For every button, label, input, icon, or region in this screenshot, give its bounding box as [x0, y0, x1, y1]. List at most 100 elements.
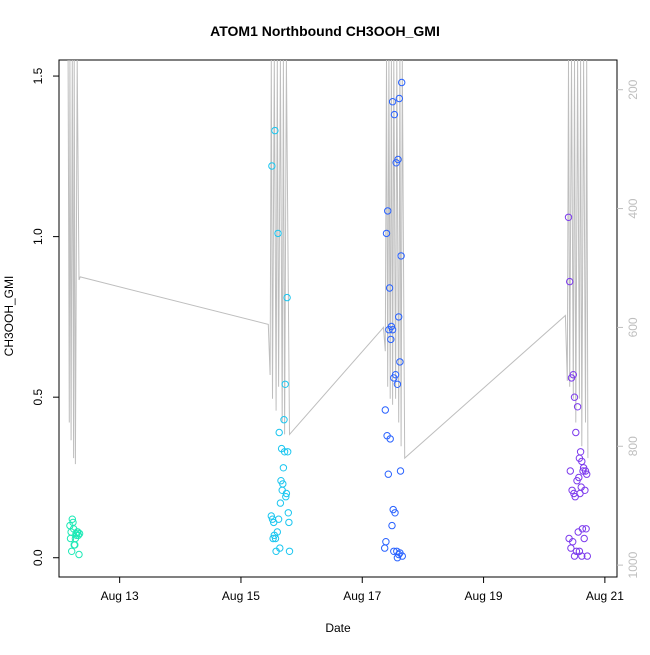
data-point	[274, 229, 282, 238]
data-point	[578, 552, 586, 560]
data-point	[395, 313, 403, 321]
plot-frame	[58, 59, 618, 578]
data-point	[381, 406, 389, 414]
data-point	[570, 552, 579, 560]
altitude-trace-line	[67, 59, 589, 465]
data-point	[578, 525, 587, 533]
data-point	[564, 213, 573, 222]
data-point	[566, 467, 574, 475]
data-point	[569, 371, 577, 379]
data-point	[280, 416, 288, 424]
data-point	[582, 525, 590, 533]
data-point	[581, 467, 590, 475]
data-point	[396, 467, 405, 475]
data-point	[273, 528, 281, 536]
data-point	[386, 435, 394, 443]
data-point	[66, 534, 75, 543]
data-point	[583, 552, 591, 560]
data-point	[388, 98, 397, 106]
x-axis-label: Date	[325, 621, 351, 635]
data-point	[391, 371, 400, 379]
y-tick-label: 0.0	[31, 549, 45, 566]
right-tick-label: 200	[626, 79, 640, 99]
data-point	[572, 428, 580, 437]
data-point	[68, 547, 76, 555]
data-point	[279, 480, 287, 488]
points-layer	[66, 78, 591, 562]
data-point	[284, 509, 292, 517]
data-point	[275, 428, 283, 437]
right-axis: 200 400 600 800 1000	[617, 79, 640, 578]
data-point	[285, 518, 293, 527]
data-point	[276, 499, 285, 507]
data-point	[284, 448, 292, 456]
data-point	[282, 489, 291, 498]
data-point	[74, 528, 82, 536]
y-tick-label: 0.5	[31, 389, 45, 406]
y-tick-label: 1.5	[31, 67, 45, 84]
chart-title: ATOM1 Northbound CH3OOH_GMI	[210, 23, 440, 39]
y-axis: 0.0 0.5 1.0 1.5	[31, 67, 59, 566]
data-point	[396, 358, 404, 366]
data-point	[267, 512, 275, 520]
data-point	[283, 293, 291, 302]
data-point	[68, 515, 77, 523]
data-point	[71, 541, 79, 549]
data-point	[269, 534, 277, 543]
data-point	[579, 467, 587, 475]
y-tick-label: 1.0	[31, 228, 45, 245]
data-point	[581, 486, 589, 494]
data-point	[276, 544, 284, 552]
data-point	[398, 78, 406, 87]
data-point	[279, 464, 288, 472]
data-point	[277, 444, 286, 453]
data-point	[382, 538, 390, 546]
altitude-trace-layer	[67, 59, 589, 465]
data-point	[569, 538, 577, 546]
data-point	[271, 534, 280, 543]
x-tick-label: Aug 15	[222, 589, 260, 603]
data-point	[395, 94, 403, 103]
data-point	[576, 448, 585, 456]
data-point	[384, 470, 392, 478]
x-tick-label: Aug 21	[586, 589, 624, 603]
data-point	[574, 528, 582, 536]
data-point	[282, 493, 290, 501]
data-point	[271, 126, 279, 135]
x-tick-label: Aug 13	[101, 589, 139, 603]
data-point	[387, 335, 395, 344]
data-point	[384, 207, 392, 215]
data-point	[382, 229, 391, 238]
data-point	[75, 529, 84, 538]
data-point	[575, 473, 583, 482]
data-point	[274, 515, 283, 523]
data-point	[394, 155, 402, 164]
data-point	[572, 547, 581, 555]
data-point	[385, 284, 394, 292]
data-point	[391, 509, 399, 517]
data-point	[566, 277, 574, 286]
data-point	[397, 252, 405, 260]
data-point	[281, 380, 289, 388]
data-point	[278, 486, 286, 494]
data-point	[75, 550, 83, 559]
data-point	[285, 547, 294, 555]
x-axis: Aug 13 Aug 15 Aug 17 Aug 19 Aug 21	[101, 577, 624, 603]
data-point	[393, 380, 402, 388]
data-point	[268, 162, 276, 170]
data-point	[390, 547, 398, 555]
data-point	[385, 326, 393, 334]
data-point	[580, 534, 588, 543]
y-axis-label: CH3OOH_GMI	[2, 276, 16, 357]
data-point	[390, 110, 399, 119]
data-point	[388, 326, 397, 334]
data-point	[388, 521, 396, 530]
data-point	[69, 518, 77, 527]
right-tick-label: 600	[626, 317, 640, 337]
data-point	[381, 544, 389, 552]
right-tick-label: 400	[626, 198, 640, 218]
right-tick-label: 800	[626, 436, 640, 456]
data-point	[570, 393, 579, 401]
